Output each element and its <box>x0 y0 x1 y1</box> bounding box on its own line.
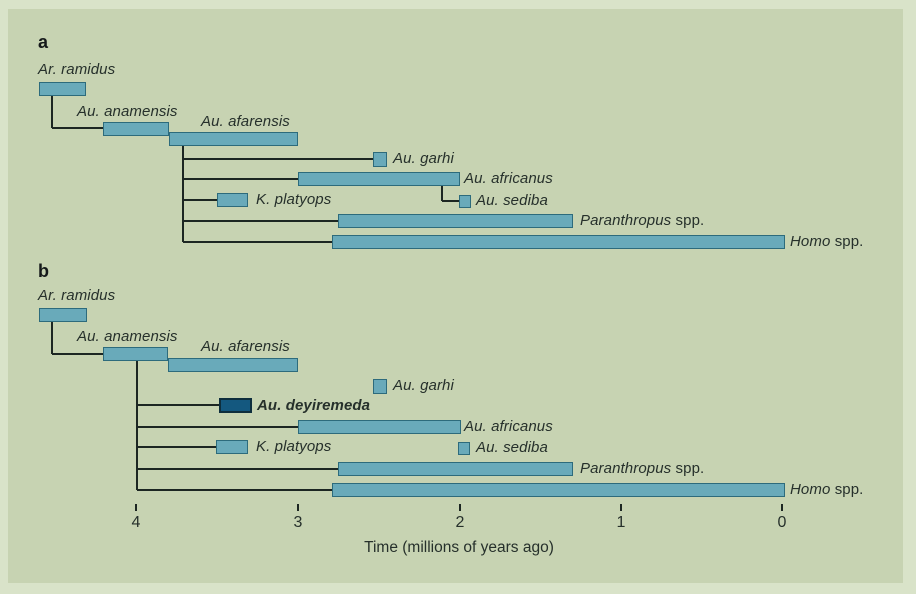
label-au-africanus: Au. africanus <box>464 170 553 188</box>
bar-ar-ramidus <box>39 308 87 322</box>
label-au-garhi: Au. garhi <box>393 377 454 395</box>
label-au-deyiremeda: Au. deyiremeda <box>257 397 370 415</box>
axis-tick-label-3: 3 <box>293 514 303 531</box>
species-name-italic: Au. garhi <box>393 150 454 167</box>
axis-tick-label-1: 1 <box>616 514 626 531</box>
bar-homo <box>332 235 785 249</box>
tree-branch-line <box>137 489 332 491</box>
axis-title: Time (millions of years ago) <box>364 539 554 556</box>
bar-au-sediba <box>459 195 471 208</box>
panel-b-letter: b <box>38 261 49 281</box>
tree-branch-line <box>441 186 443 201</box>
bar-au-garhi <box>373 152 387 167</box>
axis-tick-4 <box>135 504 137 511</box>
bar-au-africanus <box>298 420 461 434</box>
label-paranthropus: Paranthropus spp. <box>580 460 704 478</box>
bar-au-anamensis <box>103 122 169 136</box>
species-name-suffix: spp. <box>830 233 864 250</box>
tree-branch-line <box>52 353 103 355</box>
species-name-italic: Ar. ramidus <box>38 61 116 78</box>
bar-homo <box>332 483 785 497</box>
label-k-platyops: K. platyops <box>256 191 331 209</box>
species-name-italic: K. platyops <box>256 191 332 208</box>
label-homo: Homo spp. <box>790 233 863 251</box>
tree-branch-line <box>52 127 103 129</box>
panel-a-letter: a <box>38 32 49 52</box>
bar-k-platyops <box>217 193 248 207</box>
species-name-italic: Au. sediba <box>476 192 548 209</box>
label-k-platyops: K. platyops <box>256 438 331 456</box>
species-name-italic: Paranthropus <box>580 212 672 229</box>
species-name-suffix: spp. <box>671 212 705 229</box>
species-name-suffix: spp. <box>671 460 705 477</box>
species-name-suffix: spp. <box>830 481 864 498</box>
label-au-anamensis: Au. anamensis <box>77 103 178 121</box>
label-homo: Homo spp. <box>790 481 863 499</box>
bar-au-garhi <box>373 379 387 394</box>
label-ar-ramidus: Ar. ramidus <box>38 287 115 305</box>
axis-tick-2 <box>459 504 461 511</box>
tree-branch-line <box>182 146 184 242</box>
tree-branch-line <box>137 468 338 470</box>
bar-k-platyops <box>216 440 248 454</box>
tree-branch-line <box>51 322 53 354</box>
tree-branch-line <box>136 361 138 490</box>
label-au-garhi: Au. garhi <box>393 150 454 168</box>
species-name-italic: Au. afarensis <box>201 113 290 130</box>
label-au-afarensis: Au. afarensis <box>201 338 290 356</box>
tree-branch-line <box>183 158 373 160</box>
tree-branch-line <box>183 241 332 243</box>
axis-tick-0 <box>781 504 783 511</box>
species-name-italic: Au. garhi <box>393 377 454 394</box>
bar-au-sediba <box>458 442 470 455</box>
label-au-sediba: Au. sediba <box>476 439 548 457</box>
axis-tick-label-0: 0 <box>777 514 787 531</box>
tree-branch-line <box>183 178 298 180</box>
label-ar-ramidus: Ar. ramidus <box>38 61 115 79</box>
axis-tick-1 <box>620 504 622 511</box>
species-name-italic: Au. africanus <box>464 418 553 435</box>
tree-branch-line <box>51 96 53 128</box>
bar-au-deyiremeda <box>219 398 252 413</box>
bar-ar-ramidus <box>39 82 86 96</box>
axis-tick-label-2: 2 <box>455 514 465 531</box>
species-name-italic: Au. afarensis <box>201 338 290 355</box>
bar-au-anamensis <box>103 347 168 361</box>
bar-au-afarensis <box>169 132 298 146</box>
bar-paranthropus <box>338 462 573 476</box>
label-au-sediba: Au. sediba <box>476 192 548 210</box>
label-au-anamensis: Au. anamensis <box>77 328 178 346</box>
tree-branch-line <box>137 446 216 448</box>
tree-branch-line <box>137 426 298 428</box>
species-name-italic: Au. anamensis <box>77 103 178 120</box>
species-name-italic: Homo <box>790 233 831 250</box>
species-name-italic: Au. anamensis <box>77 328 178 345</box>
bar-au-africanus <box>298 172 460 186</box>
species-name-italic: K. platyops <box>256 438 332 455</box>
species-name-italic: Ar. ramidus <box>38 287 116 304</box>
species-name-italic: Au. deyiremeda <box>257 397 371 414</box>
label-paranthropus: Paranthropus spp. <box>580 212 704 230</box>
label-au-afarensis: Au. afarensis <box>201 113 290 131</box>
bar-paranthropus <box>338 214 573 228</box>
species-name-italic: Paranthropus <box>580 460 672 477</box>
tree-branch-line <box>137 404 219 406</box>
species-name-italic: Homo <box>790 481 831 498</box>
axis-tick-label-4: 4 <box>131 514 141 531</box>
axis-tick-3 <box>297 504 299 511</box>
tree-branch-line <box>442 200 459 202</box>
species-name-italic: Au. sediba <box>476 439 548 456</box>
bar-au-afarensis <box>168 358 298 372</box>
species-name-italic: Au. africanus <box>464 170 553 187</box>
tree-branch-line <box>183 199 217 201</box>
tree-branch-line <box>183 220 338 222</box>
label-au-africanus: Au. africanus <box>464 418 553 436</box>
